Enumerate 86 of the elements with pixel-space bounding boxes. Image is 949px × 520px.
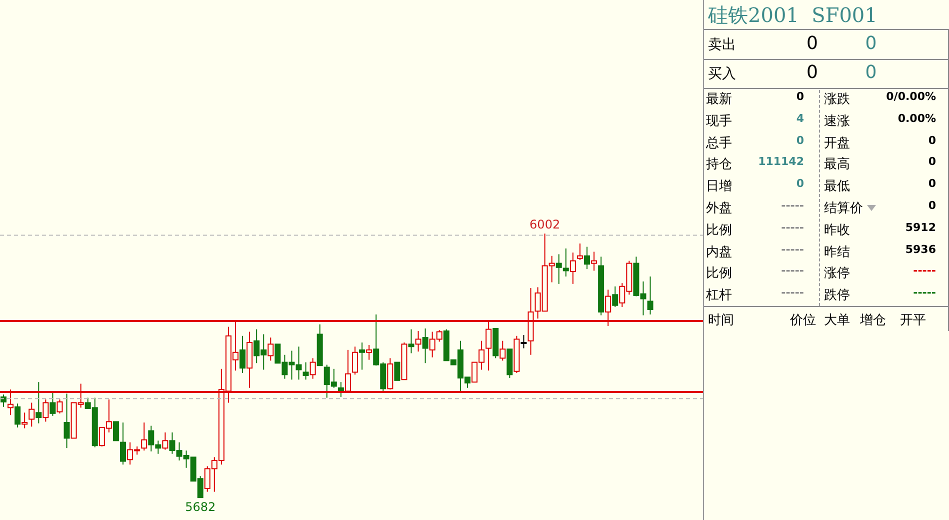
candlestick xyxy=(240,335,246,374)
candlestick xyxy=(647,276,654,315)
candlestick xyxy=(14,403,21,428)
candlestick xyxy=(500,340,506,362)
candlestick xyxy=(570,252,576,284)
text: 0 xyxy=(795,134,804,147)
candlestick xyxy=(394,362,400,381)
annotation: 5682 xyxy=(185,500,216,514)
candlestick xyxy=(612,286,618,308)
text: 持仓 xyxy=(706,156,732,174)
text: 现手 xyxy=(706,112,732,130)
candlestick xyxy=(591,251,598,272)
text: 昨收 xyxy=(824,222,850,239)
text: 0 xyxy=(927,199,936,212)
candlestick xyxy=(366,344,372,360)
text: 速涨 xyxy=(824,112,850,130)
text: 硅铁2001 SF001 xyxy=(708,2,878,29)
text: 最高 xyxy=(824,156,850,174)
candlestick xyxy=(28,402,35,428)
text: 0 xyxy=(806,33,818,54)
candlestick xyxy=(120,422,126,466)
text: 5912 xyxy=(904,220,936,234)
candlestick xyxy=(141,422,148,452)
text: 增仓 xyxy=(860,312,886,329)
candlestick xyxy=(302,362,309,380)
text: 价位 xyxy=(790,312,816,329)
text: 买入 xyxy=(708,65,736,83)
text: 跌停 xyxy=(824,287,850,304)
text: ----- xyxy=(912,264,936,278)
candlestick xyxy=(310,358,316,380)
candlestick xyxy=(64,393,70,449)
text: 0.00% xyxy=(896,112,936,125)
text: ----- xyxy=(780,220,804,234)
text: 比例 xyxy=(706,265,732,282)
candlestick xyxy=(36,382,42,424)
candlestick xyxy=(42,398,49,422)
candlestick xyxy=(56,398,63,414)
candlestick xyxy=(520,334,527,349)
text: 涨跌 xyxy=(824,91,850,108)
text: 最低 xyxy=(824,178,850,196)
text: 大单 xyxy=(824,312,850,329)
text: 5936 xyxy=(904,242,936,256)
text: 111142 xyxy=(757,155,804,168)
text: 0 xyxy=(927,177,936,190)
text: 开平 xyxy=(900,312,926,329)
text: 0 xyxy=(864,33,878,54)
text: ----- xyxy=(912,286,936,300)
text: 结算价 xyxy=(824,200,863,217)
text: 0 xyxy=(795,90,804,103)
text: 外盘 xyxy=(706,200,732,217)
candlestick xyxy=(576,243,583,260)
text: 最新 xyxy=(706,91,732,108)
annotation: 6002 xyxy=(530,218,560,232)
text: 开盘 xyxy=(824,134,850,152)
candlestick xyxy=(422,328,428,364)
candlestick xyxy=(408,328,414,354)
text: 内盘 xyxy=(706,244,732,261)
text: 4 xyxy=(795,112,804,125)
text: 杠杆 xyxy=(706,287,732,304)
text: 0 xyxy=(806,62,818,83)
text: ----- xyxy=(780,264,804,278)
candlestick xyxy=(50,391,56,416)
text: 涨停 xyxy=(824,265,850,282)
text: ----- xyxy=(780,242,804,256)
candlestick xyxy=(359,342,366,370)
candlestick xyxy=(352,346,358,376)
text: 0 xyxy=(927,134,936,147)
candlestick xyxy=(415,330,422,352)
text: 0 xyxy=(795,177,804,190)
candlestick xyxy=(112,421,119,442)
candlestick xyxy=(22,412,28,429)
text: 卖出 xyxy=(708,36,736,54)
text: 0/0.00% xyxy=(885,90,936,103)
candlestick xyxy=(0,394,6,408)
text: 0 xyxy=(864,62,878,83)
candlestick xyxy=(268,337,274,362)
text: ----- xyxy=(780,199,804,212)
text: 总手 xyxy=(706,134,732,152)
text: 日增 xyxy=(706,178,732,196)
text: 昨结 xyxy=(824,244,850,261)
text: ----- xyxy=(780,286,804,300)
candlestick xyxy=(584,246,590,270)
text: 0 xyxy=(927,155,936,168)
text: 比例 xyxy=(706,222,732,239)
candlestick xyxy=(162,432,168,450)
text: 时间 xyxy=(708,312,734,329)
